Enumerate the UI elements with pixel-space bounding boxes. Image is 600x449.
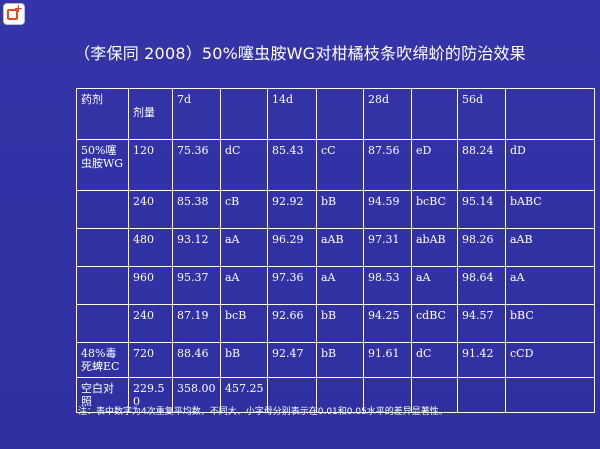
header-28d: 28d	[363, 88, 412, 140]
header-dose: 剂量	[128, 88, 173, 140]
value-56d	[457, 377, 506, 413]
sig-14d: aA	[316, 266, 364, 305]
sig-14d: bB	[316, 342, 364, 378]
value-56d: 95.14	[457, 190, 506, 229]
sig-56d	[505, 377, 595, 413]
agent-cell	[76, 304, 129, 343]
dose-cell: 480	[128, 228, 173, 267]
header-14d-sig	[316, 88, 364, 140]
value-7d: 87.19	[172, 304, 221, 343]
header-14d: 14d	[267, 88, 317, 140]
sig-56d: bABC	[505, 190, 595, 229]
header-7d: 7d	[172, 88, 221, 140]
sig-14d: cC	[316, 139, 364, 191]
value-28d: 98.53	[363, 266, 412, 305]
sig-7d: bB	[220, 342, 268, 378]
header-7d-sig	[220, 88, 268, 140]
header-56d-sig	[505, 88, 595, 140]
sig-28d: cdBC	[411, 304, 458, 343]
table-row: 240 85.38 cB 92.92 bB 94.59 bcBC 95.14 b…	[76, 190, 595, 229]
agent-cell: 空白对照	[76, 377, 129, 413]
sig-7d: aA	[220, 228, 268, 267]
table-row: 48%毒死蜱EC 720 88.46 bB 92.47 bB 91.61 dC …	[76, 342, 595, 378]
table-header-row: 药剂 剂量 7d 14d 28d 56d	[76, 88, 595, 140]
agent-cell: 48%毒死蜱EC	[76, 342, 129, 378]
value-14d: 85.43	[267, 139, 317, 191]
header-56d: 56d	[457, 88, 506, 140]
dose-cell: 240	[128, 190, 173, 229]
value-7d: 358.00	[172, 377, 221, 413]
table-row: 240 87.19 bcB 92.66 bB 94.25 cdBC 94.57 …	[76, 304, 595, 343]
value-56d: 98.26	[457, 228, 506, 267]
value-14d: 92.92	[267, 190, 317, 229]
table-row: 480 93.12 aA 96.29 aAB 97.31 abAB 98.26 …	[76, 228, 595, 267]
sig-28d: aA	[411, 266, 458, 305]
dose-cell: 960	[128, 266, 173, 305]
value-14d: 92.66	[267, 304, 317, 343]
value-7d: 95.37	[172, 266, 221, 305]
sig-56d: aA	[505, 266, 595, 305]
agent-cell	[76, 266, 129, 305]
results-table: 药剂 剂量 7d 14d 28d 56d 50%噻虫胺WG 120 75.36 …	[76, 88, 595, 413]
value-56d: 94.57	[457, 304, 506, 343]
sig-7d: dC	[220, 139, 268, 191]
value-28d	[363, 377, 412, 413]
sig-56d: aAB	[505, 228, 595, 267]
value-28d: 97.31	[363, 228, 412, 267]
table-row: 50%噻虫胺WG 120 75.36 dC 85.43 cC 87.56 eD …	[76, 139, 595, 191]
table-row: 960 95.37 aA 97.36 aA 98.53 aA 98.64 aA	[76, 266, 595, 305]
value-28d: 87.56	[363, 139, 412, 191]
value-56d: 88.24	[457, 139, 506, 191]
table-row: 空白对照 229.50 358.00 457.25	[76, 377, 595, 413]
slide-title: （李保同 2008）50%噻虫胺WG对柑橘枝条吹绵蚧的防治效果	[74, 44, 526, 63]
sig-28d: dC	[411, 342, 458, 378]
plus-icon: +	[13, 2, 23, 15]
dose-cell: 720	[128, 342, 173, 378]
value-14d: 97.36	[267, 266, 317, 305]
sig-28d: eD	[411, 139, 458, 191]
sig-14d: bB	[316, 190, 364, 229]
value-7d: 88.46	[172, 342, 221, 378]
sig-56d: dD	[505, 139, 595, 191]
agent-cell	[76, 228, 129, 267]
sig-7d: bcB	[220, 304, 268, 343]
value-7d: 85.38	[172, 190, 221, 229]
value-28d: 94.25	[363, 304, 412, 343]
logo-box	[7, 9, 18, 20]
value-28d: 91.61	[363, 342, 412, 378]
sig-7d: 457.25	[220, 377, 268, 413]
sig-7d: cB	[220, 190, 268, 229]
value-14d	[267, 377, 317, 413]
value-7d: 75.36	[172, 139, 221, 191]
sig-28d: bcBC	[411, 190, 458, 229]
table-footnote: 注：表中数字为4次重复平均数，不同大、小字母分别表示在0.01和0.05水平的差…	[78, 407, 448, 417]
sig-14d: aAB	[316, 228, 364, 267]
sig-14d: bB	[316, 304, 364, 343]
dose-cell: 229.50	[128, 377, 173, 413]
agent-cell	[76, 190, 129, 229]
agent-cell: 50%噻虫胺WG	[76, 139, 129, 191]
value-14d: 96.29	[267, 228, 317, 267]
header-28d-sig	[411, 88, 458, 140]
sig-7d: aA	[220, 266, 268, 305]
add-box-icon[interactable]: +	[4, 2, 24, 24]
sig-56d: cCD	[505, 342, 595, 378]
dose-cell: 240	[128, 304, 173, 343]
value-56d: 98.64	[457, 266, 506, 305]
value-14d: 92.47	[267, 342, 317, 378]
sig-28d: abAB	[411, 228, 458, 267]
sig-56d: bBC	[505, 304, 595, 343]
value-7d: 93.12	[172, 228, 221, 267]
value-56d: 91.42	[457, 342, 506, 378]
header-agent: 药剂	[76, 88, 129, 140]
value-28d: 94.59	[363, 190, 412, 229]
dose-cell: 120	[128, 139, 173, 191]
sig-14d	[316, 377, 364, 413]
